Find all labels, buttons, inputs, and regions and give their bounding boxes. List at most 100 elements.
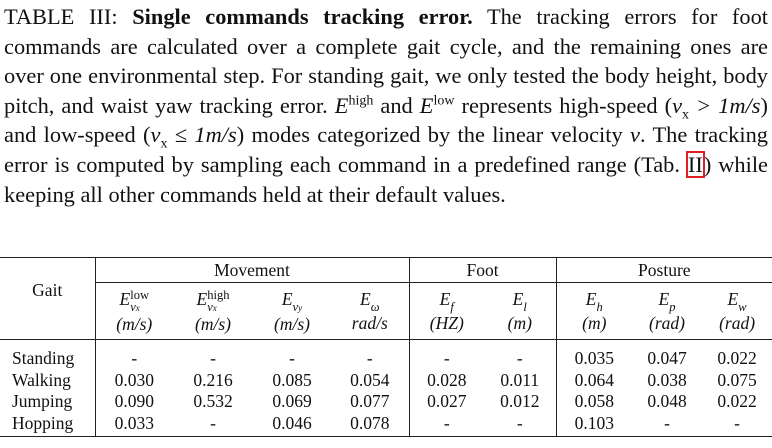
cell: 0.064 [555, 369, 633, 391]
table-reference[interactable]: II [685, 150, 705, 178]
cell: - [408, 412, 485, 437]
math: x [682, 107, 690, 123]
sub: f [450, 300, 454, 314]
column-unit: (m/s) [116, 313, 153, 334]
symbol: E [727, 289, 739, 309]
subscript: w [738, 300, 747, 314]
symbol: E [119, 288, 131, 309]
script: w [738, 300, 747, 314]
script: low vx [130, 287, 149, 314]
sub: w [738, 300, 747, 314]
cell: 0.027 [408, 391, 485, 413]
cell: 0.075 [717, 369, 757, 390]
script: p [669, 300, 676, 314]
math: x [160, 136, 168, 152]
sub: ω [370, 300, 380, 314]
math: v [150, 122, 161, 148]
cell: 0.047 [647, 348, 687, 369]
superscript: low [130, 287, 149, 302]
cell: 0.028 [408, 369, 485, 391]
cell: 0.033 [94, 412, 173, 437]
math: high [348, 93, 374, 109]
cell: 0.012 [500, 391, 540, 412]
cell: - [632, 412, 703, 437]
cell: 0.532 [193, 391, 233, 412]
math: E [334, 92, 349, 118]
cell: 0.054 [350, 369, 390, 390]
column-unit: (m/s) [195, 313, 231, 334]
subscript: p [669, 300, 676, 314]
script: high vx [207, 287, 230, 314]
row-label: Standing [12, 348, 75, 369]
cell: 0.058 [555, 391, 633, 413]
cell: - [484, 412, 557, 437]
cell: 0.030 [94, 369, 173, 391]
math: low [433, 93, 455, 109]
subscript: l [523, 300, 527, 314]
sub: h [596, 300, 603, 314]
script: vy [292, 299, 303, 314]
cell: - [210, 348, 216, 369]
column-unit: (m/s) [274, 313, 310, 334]
cell: 0.077 [350, 391, 390, 412]
subsub: y [298, 302, 303, 313]
cell: - [289, 348, 295, 369]
script: l [523, 300, 527, 314]
caption-text: ) modes categorized by the linear veloci… [236, 122, 630, 148]
caption-text: . The tracking error is computed by samp… [4, 122, 768, 177]
table-row: Jumping 0.090 0.532 0.069 0.077 0.027 0.012 0.0… [0, 391, 772, 413]
row-label: Hopping [0, 412, 95, 437]
caption-text: represents high-speed ( [454, 92, 673, 118]
symbol: E [658, 289, 670, 309]
cell: 0.085 [272, 369, 312, 390]
group-header: Movement [94, 257, 410, 283]
math: v [629, 122, 640, 148]
cell: 0.022 [717, 391, 757, 412]
table-title: Single commands tracking error. [132, 4, 473, 29]
caption-text: ) while keeping all other commands held … [4, 151, 768, 207]
cell: 0.022 [717, 348, 757, 369]
sub: p [669, 300, 676, 314]
script: h [596, 300, 603, 314]
row-label: Walking [12, 369, 71, 390]
sub: l [523, 300, 527, 314]
cell: 0.011 [500, 369, 540, 390]
sub: v [292, 299, 299, 314]
table-row: Walking 0.030 0.216 0.085 0.054 0.028 0.011 0.0… [0, 369, 772, 391]
symbol: E [439, 289, 451, 309]
subscript: vy [292, 299, 303, 314]
cell: 0.090 [94, 391, 173, 413]
column-unit: (rad) [649, 313, 686, 333]
math: v [672, 92, 683, 118]
symbol: E [196, 288, 208, 309]
caption-text: The tracking errors for foot commands ar… [4, 4, 768, 118]
cell: - [408, 339, 485, 370]
column-unit: (m) [582, 313, 607, 333]
group-header: Foot [408, 257, 557, 283]
math: E [419, 92, 434, 118]
subscript: ω [370, 300, 380, 314]
sub: v [130, 299, 136, 314]
symbol: E [512, 289, 524, 309]
group-header: Posture [555, 257, 772, 283]
column-unit: (m) [507, 313, 532, 333]
symbol: E [359, 289, 371, 309]
subscript: f [450, 300, 454, 314]
superscript: high [207, 287, 230, 302]
